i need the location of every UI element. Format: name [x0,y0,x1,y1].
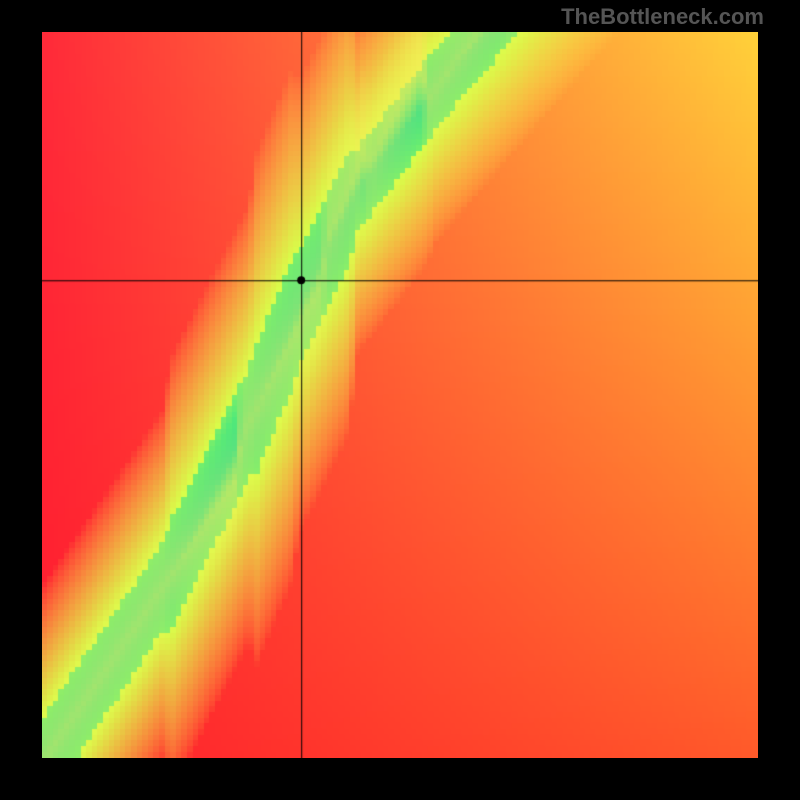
bottleneck-heatmap [42,32,758,758]
attribution-text: TheBottleneck.com [561,4,764,30]
